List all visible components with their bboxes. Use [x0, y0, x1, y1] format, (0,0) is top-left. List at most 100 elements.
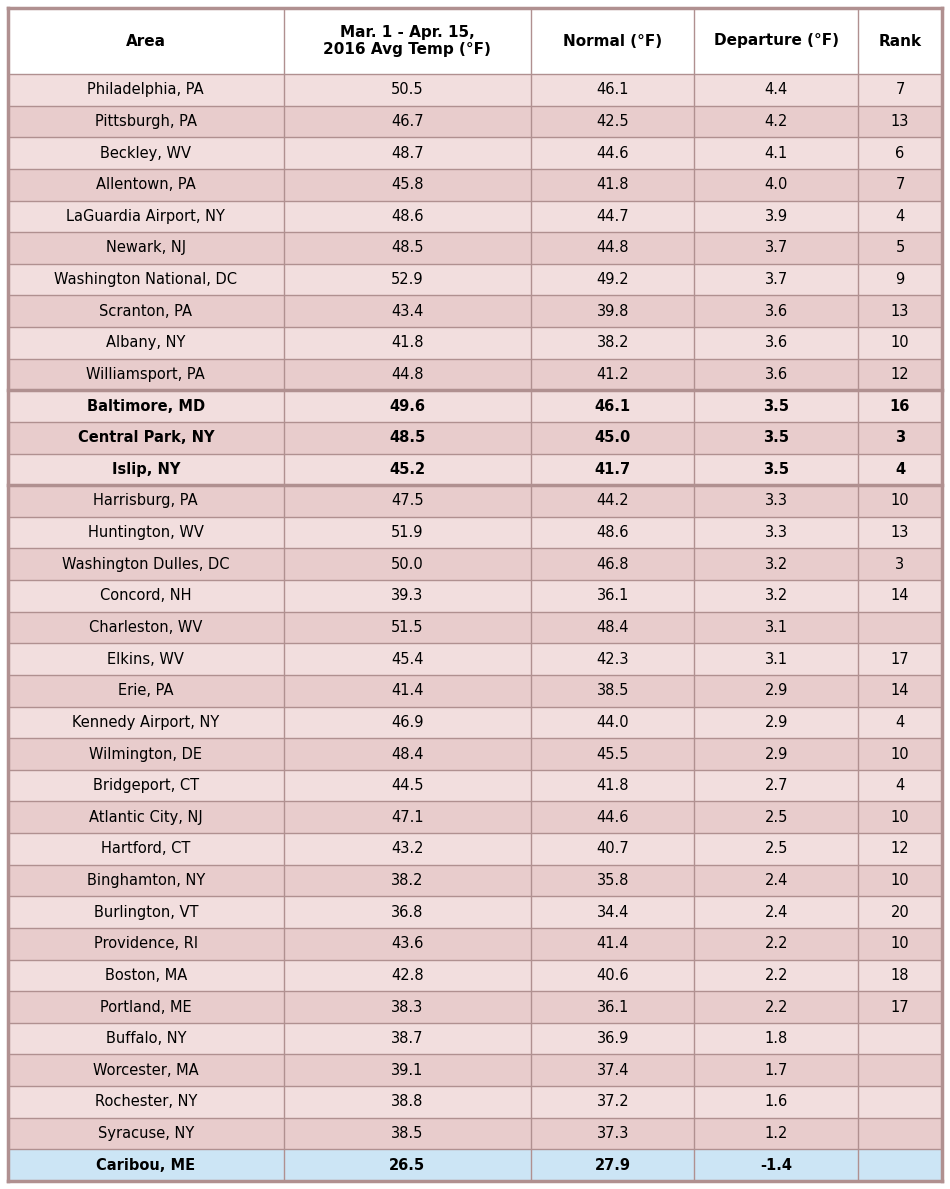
- Text: 51.9: 51.9: [391, 526, 424, 540]
- Bar: [8, 485, 942, 517]
- Text: 39.8: 39.8: [597, 303, 629, 319]
- Text: Providence, RI: Providence, RI: [94, 936, 198, 951]
- Text: Portland, ME: Portland, ME: [100, 1000, 192, 1014]
- Bar: [8, 897, 942, 927]
- Text: 42.8: 42.8: [391, 968, 424, 983]
- Text: Departure (°F): Departure (°F): [713, 33, 839, 49]
- Text: 44.8: 44.8: [597, 240, 629, 256]
- Bar: [8, 992, 942, 1023]
- Text: 47.1: 47.1: [391, 810, 424, 825]
- Text: 4: 4: [895, 715, 904, 730]
- Bar: [8, 1118, 942, 1150]
- Text: 2.2: 2.2: [765, 1000, 788, 1014]
- Text: 38.2: 38.2: [391, 873, 424, 888]
- Text: 45.0: 45.0: [595, 430, 631, 445]
- Bar: [8, 1150, 942, 1181]
- Text: 13: 13: [891, 114, 909, 128]
- Text: 3.5: 3.5: [763, 430, 789, 445]
- Text: 10: 10: [891, 747, 909, 761]
- Text: 41.8: 41.8: [391, 335, 424, 351]
- Text: 37.3: 37.3: [597, 1126, 629, 1141]
- Bar: [8, 580, 942, 611]
- Text: Elkins, WV: Elkins, WV: [107, 652, 184, 667]
- Text: 3.3: 3.3: [765, 493, 788, 509]
- Text: 48.5: 48.5: [391, 240, 424, 256]
- Bar: [8, 327, 942, 359]
- Text: 10: 10: [891, 873, 909, 888]
- Bar: [8, 8, 942, 74]
- Text: 4.1: 4.1: [765, 145, 788, 161]
- Text: 44.6: 44.6: [597, 145, 629, 161]
- Text: 42.3: 42.3: [597, 652, 629, 667]
- Bar: [8, 390, 942, 422]
- Text: 38.5: 38.5: [391, 1126, 424, 1141]
- Text: 13: 13: [891, 526, 909, 540]
- Text: Atlantic City, NJ: Atlantic City, NJ: [89, 810, 202, 825]
- Text: Beckley, WV: Beckley, WV: [101, 145, 191, 161]
- Bar: [8, 1086, 942, 1118]
- Text: Washington National, DC: Washington National, DC: [54, 272, 238, 287]
- Text: 2.2: 2.2: [765, 936, 788, 951]
- Text: 1.2: 1.2: [765, 1126, 788, 1141]
- Text: Burlington, VT: Burlington, VT: [93, 905, 198, 919]
- Text: 5: 5: [895, 240, 904, 256]
- Text: 12: 12: [891, 367, 909, 382]
- Bar: [8, 201, 942, 232]
- Text: 10: 10: [891, 335, 909, 351]
- Text: Rochester, NY: Rochester, NY: [95, 1094, 197, 1109]
- Bar: [8, 675, 942, 706]
- Text: 6: 6: [895, 145, 904, 161]
- Bar: [8, 769, 942, 801]
- Text: 41.7: 41.7: [595, 461, 631, 477]
- Text: 17: 17: [891, 1000, 909, 1014]
- Text: 13: 13: [891, 303, 909, 319]
- Text: 4.0: 4.0: [765, 177, 788, 193]
- Bar: [8, 1055, 942, 1086]
- Bar: [8, 137, 942, 169]
- Text: 44.5: 44.5: [391, 778, 424, 793]
- Text: -1.4: -1.4: [760, 1158, 792, 1172]
- Text: 38.3: 38.3: [391, 1000, 424, 1014]
- Text: 3.1: 3.1: [765, 652, 788, 667]
- Text: 4: 4: [895, 461, 905, 477]
- Text: 39.1: 39.1: [391, 1063, 424, 1077]
- Bar: [8, 517, 942, 548]
- Text: 38.8: 38.8: [391, 1094, 424, 1109]
- Text: 39.3: 39.3: [391, 589, 424, 603]
- Bar: [8, 422, 942, 453]
- Text: 38.5: 38.5: [597, 684, 629, 698]
- Text: 2.7: 2.7: [765, 778, 788, 793]
- Text: Newark, NJ: Newark, NJ: [105, 240, 186, 256]
- Text: Pittsburgh, PA: Pittsburgh, PA: [95, 114, 197, 128]
- Bar: [8, 927, 942, 960]
- Text: 40.6: 40.6: [597, 968, 629, 983]
- Bar: [8, 643, 942, 675]
- Text: 49.6: 49.6: [390, 398, 426, 414]
- Text: 4.4: 4.4: [765, 82, 788, 97]
- Text: Islip, NY: Islip, NY: [111, 461, 180, 477]
- Text: 4: 4: [895, 778, 904, 793]
- Text: Binghamton, NY: Binghamton, NY: [86, 873, 205, 888]
- Text: Washington Dulles, DC: Washington Dulles, DC: [62, 556, 230, 572]
- Text: 44.6: 44.6: [597, 810, 629, 825]
- Text: Scranton, PA: Scranton, PA: [99, 303, 192, 319]
- Text: 45.4: 45.4: [391, 652, 424, 667]
- Text: 37.2: 37.2: [597, 1094, 629, 1109]
- Text: Erie, PA: Erie, PA: [118, 684, 174, 698]
- Text: 50.0: 50.0: [390, 556, 424, 572]
- Text: 14: 14: [891, 684, 909, 698]
- Text: 3.5: 3.5: [763, 461, 789, 477]
- Text: 46.9: 46.9: [391, 715, 424, 730]
- Bar: [8, 960, 942, 992]
- Text: 7: 7: [895, 177, 904, 193]
- Bar: [8, 74, 942, 106]
- Text: 38.7: 38.7: [391, 1031, 424, 1046]
- Text: 27.9: 27.9: [595, 1158, 631, 1172]
- Text: 2.5: 2.5: [765, 842, 788, 856]
- Text: 46.1: 46.1: [595, 398, 631, 414]
- Bar: [8, 169, 942, 201]
- Text: 41.8: 41.8: [597, 778, 629, 793]
- Text: 3.6: 3.6: [765, 367, 788, 382]
- Text: 41.4: 41.4: [391, 684, 424, 698]
- Text: 7: 7: [895, 82, 904, 97]
